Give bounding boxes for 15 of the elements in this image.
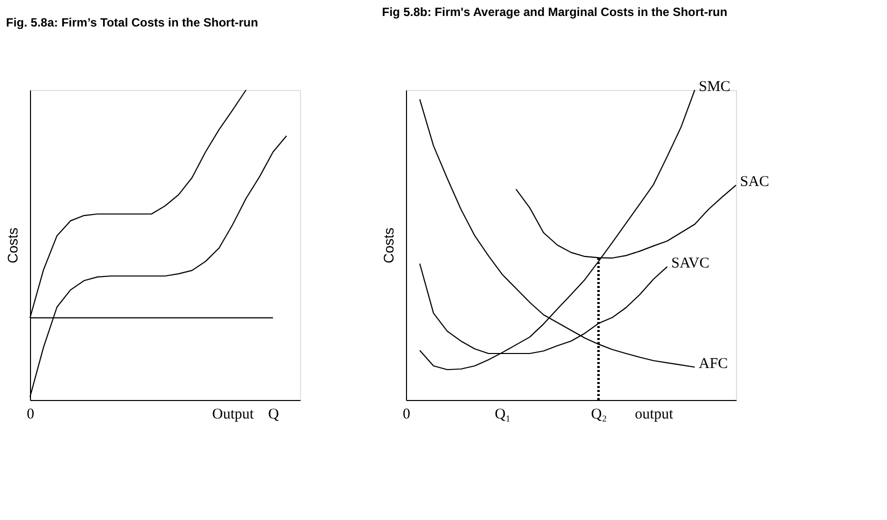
x-tick-label: output xyxy=(634,406,674,422)
x-tick-label: 0 xyxy=(402,406,410,422)
x-tick-label: 0 xyxy=(26,406,34,422)
x-tick-label: Q xyxy=(268,406,280,422)
series-label: SMC xyxy=(698,79,730,95)
x-tick-label: Output xyxy=(212,406,255,422)
y-axis-title: Costs xyxy=(4,228,20,264)
series-label: SAVC xyxy=(671,256,710,272)
chart-title: Fig 5.8b: Firm's Average and Marginal Costs in the Short-run xyxy=(382,5,728,19)
series-label: SAC xyxy=(740,174,770,190)
x-tick-label: Q₂ xyxy=(590,406,608,422)
y-axis-title: Costs xyxy=(380,228,396,264)
series-label: AFC xyxy=(698,356,728,372)
x-tick-label: Q₁ xyxy=(494,406,511,422)
chart-title: Fig. 5.8a: Firm’s Total Costs in the Short-run xyxy=(6,15,258,30)
